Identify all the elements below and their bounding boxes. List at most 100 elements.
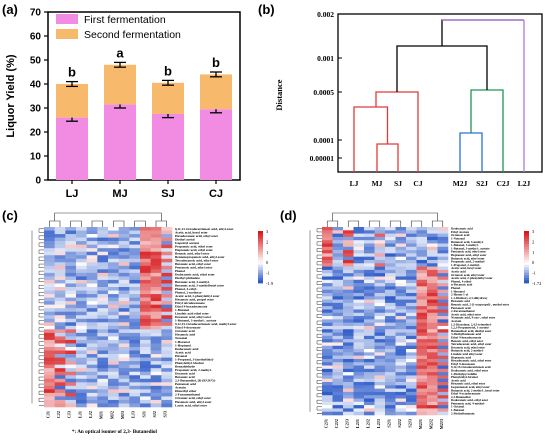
colorbar-tick: 3 xyxy=(266,229,269,234)
heatmap-cell xyxy=(437,385,449,389)
row-dendro xyxy=(316,393,322,398)
col-label: SJ2 xyxy=(152,411,157,418)
heatmap-cell xyxy=(406,335,417,340)
heatmap-cell xyxy=(118,269,130,274)
colorbar-segment xyxy=(258,264,263,268)
heatmap-cell xyxy=(353,250,365,254)
heatmap-cell xyxy=(108,269,119,274)
heatmap-cell xyxy=(353,269,365,274)
heatmap-cell xyxy=(76,382,87,387)
heatmap-cell xyxy=(332,240,344,244)
row-label: Nonanoic acid, 9-oxo-, ethyl ester xyxy=(451,316,496,320)
heatmap-cell xyxy=(54,385,66,390)
heatmap-cell xyxy=(86,227,98,231)
heatmap-cell xyxy=(86,385,98,390)
heatmap-cell xyxy=(150,368,162,373)
colorbar-segment xyxy=(524,236,529,240)
heatmap-cell xyxy=(54,389,66,394)
heatmap-cell xyxy=(108,301,119,305)
heatmap-cell xyxy=(332,398,344,403)
heatmap-cell xyxy=(322,286,333,290)
heatmap-cell xyxy=(416,316,428,320)
heatmap-cell xyxy=(437,236,449,241)
heatmap-cell xyxy=(118,343,130,348)
heatmap-cell xyxy=(140,396,151,401)
col-dendro xyxy=(431,220,444,227)
heatmap-cell xyxy=(54,283,66,288)
heatmap-cell xyxy=(385,243,396,248)
heatmap-cell xyxy=(395,316,407,320)
heatmap-cell xyxy=(364,306,375,310)
heatmap-cell xyxy=(364,263,375,267)
heatmap-cell xyxy=(76,248,87,253)
heatmap-cell xyxy=(54,272,66,277)
heatmap-cell xyxy=(54,297,66,302)
heatmap-cell xyxy=(140,230,151,235)
heatmap-cell xyxy=(406,325,417,330)
heatmap-cell xyxy=(129,389,141,394)
heatmap-cell xyxy=(416,230,428,234)
heatmap-cell xyxy=(108,230,119,235)
heatmap-cell xyxy=(427,345,438,350)
heatmap-cell xyxy=(54,318,66,323)
heatmap-cell xyxy=(374,345,386,350)
heatmap-cell xyxy=(54,237,66,242)
row-label: Octanoic acid xyxy=(175,329,195,333)
heatmap-cell xyxy=(427,306,438,310)
heatmap-cell xyxy=(97,230,109,235)
heatmap-cell xyxy=(385,382,396,386)
heatmap-cell xyxy=(364,279,375,284)
plot-frame xyxy=(337,13,543,173)
panel-label-c: (c) xyxy=(2,208,18,223)
heatmap-cell xyxy=(322,227,333,231)
heatmap-cell xyxy=(437,335,449,340)
group-letter: a xyxy=(116,45,124,60)
row-dendro xyxy=(316,254,322,259)
heatmap-cell xyxy=(332,352,344,356)
heatmap-cell xyxy=(437,358,449,363)
heatmap-cell xyxy=(44,262,55,267)
row-label: 2-Methylbutanoic xyxy=(451,411,475,415)
heatmap-cell xyxy=(353,375,365,380)
heatmap-cell xyxy=(97,258,109,263)
heatmap-cell xyxy=(364,289,375,294)
heatmap-cell xyxy=(332,250,344,254)
heatmap-cell xyxy=(108,336,119,341)
heatmap-cell xyxy=(322,385,333,389)
heatmap-cell xyxy=(364,243,375,248)
heatmap-cell xyxy=(332,345,344,350)
heatmap-cell xyxy=(150,329,162,334)
heatmap-cell xyxy=(385,362,396,366)
heatmap-cell xyxy=(332,365,344,370)
heatmap-cell xyxy=(97,279,109,284)
heatmap-cell xyxy=(118,336,130,341)
panel-label-b: (b) xyxy=(258,2,275,17)
heatmap-cell xyxy=(54,294,66,298)
heatmap-cell xyxy=(395,405,407,409)
heatmap-cell xyxy=(343,312,354,317)
heatmap-cell xyxy=(343,259,354,264)
heatmap-cell xyxy=(437,296,449,300)
heatmap-cell xyxy=(343,345,354,350)
heatmap-cell xyxy=(86,244,98,249)
group-letter: b xyxy=(212,55,220,70)
heatmap-cell xyxy=(385,408,396,413)
colorbar-segment xyxy=(258,238,263,242)
heatmap-cell xyxy=(416,283,428,287)
heatmap-cell xyxy=(54,248,66,253)
heatmap-cell xyxy=(437,306,449,310)
heatmap-cell xyxy=(76,350,87,355)
heatmap-cell xyxy=(332,230,344,234)
heatmap-cell xyxy=(322,345,333,350)
heatmap-cell xyxy=(129,371,141,376)
heatmap-cell xyxy=(108,294,119,298)
heatmap-cell xyxy=(140,343,151,348)
heatmap-cell xyxy=(322,312,333,317)
heatmap-cell xyxy=(322,256,333,261)
heatmap-cell xyxy=(364,246,375,251)
heatmap-cell xyxy=(54,251,66,256)
heatmap-cell xyxy=(108,315,119,320)
heatmap-cell xyxy=(427,279,438,284)
heatmap-cell xyxy=(427,302,438,307)
